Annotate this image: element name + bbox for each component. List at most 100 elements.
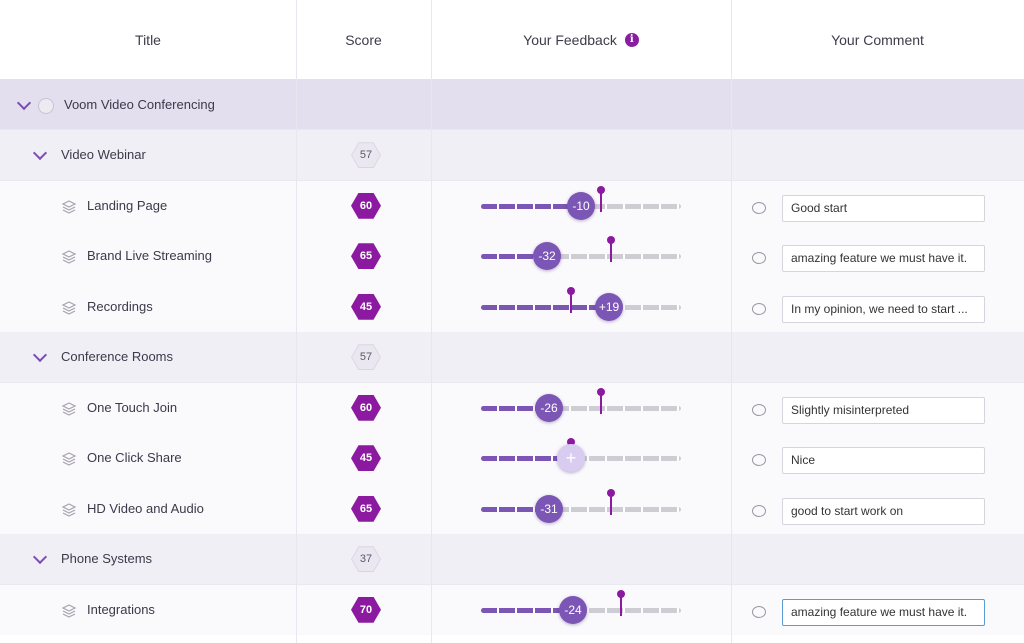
table-row[interactable]: Integrations 70 -24 amazing feature we must…	[0, 584, 1024, 635]
comment-icon[interactable]	[752, 201, 766, 214]
circle-icon	[38, 97, 54, 114]
slider-fill	[481, 254, 547, 260]
column-divider	[431, 0, 432, 643]
score-marker	[620, 595, 622, 616]
score-marker	[570, 292, 572, 313]
comment-input[interactable]: Nice	[782, 447, 985, 475]
feedback-slider[interactable]: -31	[481, 488, 681, 523]
chevron-down-icon[interactable]	[32, 348, 48, 363]
group-row[interactable]: Conference Rooms 57	[0, 332, 1024, 383]
score-badge: 70	[351, 596, 381, 623]
feedback-slider[interactable]: +	[481, 438, 681, 473]
table-row[interactable]: One Click Share 45 + Nice	[0, 433, 1024, 484]
score-badge: 60	[351, 394, 381, 421]
comment-icon[interactable]	[752, 403, 766, 416]
score-badge: 57	[351, 142, 381, 169]
row-title: One Click Share	[87, 450, 182, 466]
column-divider	[731, 0, 732, 643]
score-value: 37	[352, 547, 380, 572]
slider-handle[interactable]: +	[557, 444, 585, 473]
slider-handle[interactable]: -24	[559, 595, 587, 624]
comment-input[interactable]: In my opinion, we need to start ...	[782, 295, 985, 323]
row-title: One Touch Join	[87, 399, 178, 415]
column-header-feedback[interactable]: Your Feedback i	[431, 0, 731, 79]
slider-fill	[481, 405, 549, 411]
feedback-slider[interactable]: -10	[481, 185, 681, 220]
column-header-score[interactable]: Score	[345, 31, 382, 48]
feedback-slider[interactable]: -24	[481, 589, 681, 624]
table-row[interactable]: HD Video and Audio 65 -31 good to start wor…	[0, 483, 1024, 534]
layers-icon	[61, 300, 77, 316]
row-title: Recordings	[87, 298, 153, 314]
slider-handle[interactable]: -32	[533, 242, 561, 271]
layers-icon	[61, 502, 77, 518]
slider-handle[interactable]: +19	[595, 292, 623, 321]
feedback-slider[interactable]: +19	[481, 286, 681, 321]
slider-handle[interactable]: -10	[567, 191, 595, 220]
table-row[interactable]: One Touch Join 60 -26 Slightly misinterpret…	[0, 382, 1024, 433]
feedback-slider[interactable]: -26	[481, 387, 681, 422]
feedback-slider[interactable]: -32	[481, 236, 681, 271]
score-badge: 45	[351, 445, 381, 472]
comment-input[interactable]: good to start work on	[782, 497, 985, 525]
score-marker-dot	[597, 387, 605, 396]
layers-icon	[61, 401, 77, 417]
comment-icon[interactable]	[752, 454, 766, 467]
column-header-title[interactable]: Title	[135, 31, 161, 48]
score-marker-dot	[607, 488, 615, 497]
score-marker-dot	[597, 185, 605, 194]
row-title: Voom Video Conferencing	[64, 96, 215, 112]
layers-icon	[61, 451, 77, 467]
column-divider	[296, 0, 297, 643]
slider-fill	[481, 607, 573, 613]
comment-input[interactable]: amazing feature we must have it.	[782, 245, 985, 273]
slider-fill	[481, 456, 571, 462]
slider-track	[481, 405, 681, 411]
comment-input[interactable]: Slightly misinterpreted	[782, 396, 985, 424]
slider-track	[481, 506, 681, 512]
layers-icon	[61, 199, 77, 215]
score-marker	[600, 191, 602, 212]
comment-icon[interactable]	[752, 252, 766, 265]
comment-icon[interactable]	[752, 605, 766, 618]
info-icon[interactable]: i	[624, 32, 639, 47]
comment-input[interactable]: Good start	[782, 194, 985, 222]
group-row[interactable]: Phone Systems 37	[0, 534, 1024, 585]
slider-handle[interactable]: -26	[535, 393, 563, 422]
score-value: 57	[352, 345, 380, 370]
row-title: Phone Systems	[61, 551, 153, 567]
table-row[interactable]: Landing Page 60 -10 Good start	[0, 180, 1024, 231]
slider-fill	[481, 506, 549, 512]
chevron-down-icon[interactable]	[32, 550, 48, 565]
score-marker-dot	[567, 286, 575, 295]
comment-input[interactable]: amazing feature we must have it.	[782, 598, 985, 626]
group-row[interactable]: Voom Video Conferencing	[0, 79, 1024, 130]
chevron-down-icon[interactable]	[32, 146, 48, 161]
layers-icon	[61, 249, 77, 265]
table-row[interactable]: Brand Live Streaming 65 -32 amazing feature…	[0, 231, 1024, 282]
slider-fill	[481, 304, 609, 310]
chevron-down-icon[interactable]	[16, 95, 32, 110]
row-title: Integrations	[87, 601, 155, 617]
score-marker-dot	[617, 589, 625, 598]
score-badge: 45	[351, 293, 381, 320]
group-row[interactable]: Video Webinar 57	[0, 130, 1024, 181]
score-value: 57	[352, 143, 380, 168]
comment-icon[interactable]	[752, 504, 766, 517]
score-badge: 65	[351, 243, 381, 270]
row-title: Video Webinar	[61, 147, 146, 163]
score-badge: 57	[351, 344, 381, 371]
comment-icon[interactable]	[752, 302, 766, 315]
slider-handle[interactable]: -31	[535, 494, 563, 523]
score-marker-dot	[607, 236, 615, 245]
column-header-comment[interactable]: Your Comment	[831, 31, 924, 48]
score-marker-dot	[567, 438, 575, 447]
score-marker	[610, 242, 612, 263]
layers-icon	[61, 603, 77, 619]
table-row[interactable]: Recordings 45 +19 In my opinion, we need to…	[0, 281, 1024, 332]
row-title: HD Video and Audio	[87, 500, 204, 516]
score-badge: 65	[351, 495, 381, 522]
slider-track	[481, 254, 681, 260]
slider-fill	[481, 203, 581, 209]
row-title: Brand Live Streaming	[87, 248, 213, 264]
